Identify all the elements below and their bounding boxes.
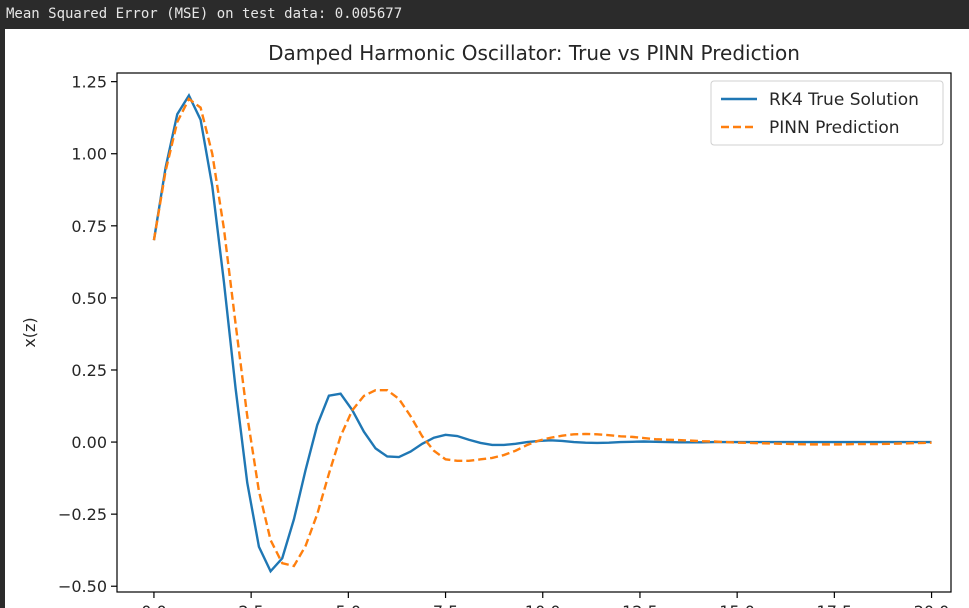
- y-tick-label: 0.25: [71, 361, 107, 380]
- x-axis: 0.0 2.5 5.0 7.5 10.0 12.5 15.0 17.5 20.0: [141, 592, 949, 608]
- y-axis: −0.50 −0.25 0.00 0.25 0.50 0.75 1.00 1.25: [58, 73, 117, 596]
- y-tick-label: 0.00: [71, 433, 107, 452]
- x-tick-label: 17.5: [817, 602, 853, 608]
- plot-area: [116, 72, 952, 593]
- x-tick-label: 10.0: [525, 602, 561, 608]
- y-tick-label: −0.25: [58, 505, 107, 524]
- legend-box: [710, 80, 944, 146]
- line-chart: Damped Harmonic Oscillator: True vs PINN…: [20, 41, 952, 608]
- chart-title: Damped Harmonic Oscillator: True vs PINN…: [268, 41, 800, 65]
- legend-label-pinn-prediction: PINN Prediction: [769, 118, 900, 138]
- x-tick-label: 20.0: [914, 602, 950, 608]
- y-tick-label: 0.50: [71, 289, 107, 308]
- x-tick-label: 12.5: [622, 602, 658, 608]
- plot-frame: [116, 72, 952, 593]
- figure-canvas: Damped Harmonic Oscillator: True vs PINN…: [5, 29, 969, 608]
- x-tick-label: 15.0: [719, 602, 755, 608]
- y-tick-label: 0.75: [71, 217, 107, 236]
- y-axis-label: x(z): [20, 317, 39, 347]
- series-line-rk4-true-solution: [152, 93, 932, 574]
- y-tick-label: 1.25: [71, 73, 107, 92]
- x-tick-label: 0.0: [141, 602, 166, 608]
- y-tick-label: 1.00: [71, 145, 107, 164]
- x-tick-label: 5.0: [336, 602, 361, 608]
- y-tick-label: −0.50: [58, 577, 107, 596]
- legend: RK4 True Solution PINN Prediction: [710, 80, 944, 146]
- console-output-line: Mean Squared Error (MSE) on test data: 0…: [6, 6, 403, 22]
- x-tick-label: 7.5: [433, 602, 458, 608]
- x-tick-label: 2.5: [238, 602, 263, 608]
- series-line-pinn-prediction: [152, 97, 932, 568]
- legend-label-rk4-true-solution: RK4 True Solution: [769, 90, 919, 110]
